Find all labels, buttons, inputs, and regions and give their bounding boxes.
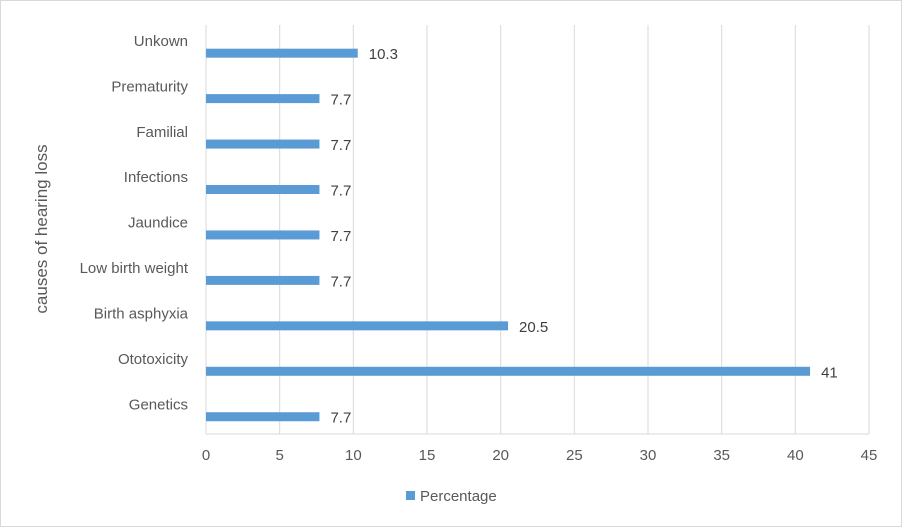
bar — [206, 230, 320, 240]
bar — [206, 48, 358, 58]
category-label: Jaundice — [128, 215, 188, 232]
x-tick-label: 10 — [345, 447, 362, 464]
bar — [206, 275, 320, 285]
x-tick-label: 35 — [713, 447, 730, 464]
x-tick-label: 40 — [787, 447, 804, 464]
category-label-layer: Genetics Ototoxicity Birth asphyxia Low bir… — [80, 33, 189, 414]
bar — [206, 321, 509, 331]
data-label: 7.7 — [330, 228, 351, 245]
y-axis-title: causes of hearing loss — [32, 144, 51, 313]
bar-layer — [206, 48, 811, 422]
x-tick-layer: 0 5 10 15 20 25 30 35 40 45 — [202, 447, 878, 464]
data-label-layer: 7.7 41 20.5 7.7 7.7 7.7 7.7 7.7 10.3 — [330, 46, 837, 427]
legend-label: Percentage — [420, 488, 497, 505]
category-label: Infections — [124, 169, 188, 186]
legend: Percentage — [406, 488, 497, 505]
bar — [206, 94, 320, 104]
data-label: 7.7 — [330, 410, 351, 427]
x-tick-label: 5 — [275, 447, 283, 464]
x-tick-label: 15 — [419, 447, 436, 464]
category-label: Ototoxicity — [118, 351, 189, 368]
data-label: 7.7 — [330, 92, 351, 109]
x-tick-label: 20 — [492, 447, 509, 464]
x-tick-label: 25 — [566, 447, 583, 464]
bar — [206, 185, 320, 195]
data-label: 41 — [821, 364, 838, 381]
category-label: Genetics — [129, 396, 188, 413]
bar — [206, 366, 811, 376]
data-label: 10.3 — [369, 46, 398, 63]
data-label: 7.7 — [330, 137, 351, 154]
x-tick-label: 45 — [861, 447, 878, 464]
data-label: 7.7 — [330, 183, 351, 200]
data-label: 7.7 — [330, 273, 351, 290]
category-label: Low birth weight — [80, 260, 189, 277]
category-label: Birth asphyxia — [94, 306, 189, 323]
bar — [206, 139, 320, 149]
category-label: Familial — [136, 124, 188, 141]
x-tick-label: 30 — [640, 447, 657, 464]
x-tick-label: 0 — [202, 447, 210, 464]
grid-layer — [205, 25, 870, 435]
legend-swatch — [406, 491, 415, 500]
category-label: Prematurity — [111, 78, 188, 95]
category-label: Unkown — [134, 33, 188, 50]
data-label: 20.5 — [519, 319, 548, 336]
bar — [206, 412, 320, 422]
